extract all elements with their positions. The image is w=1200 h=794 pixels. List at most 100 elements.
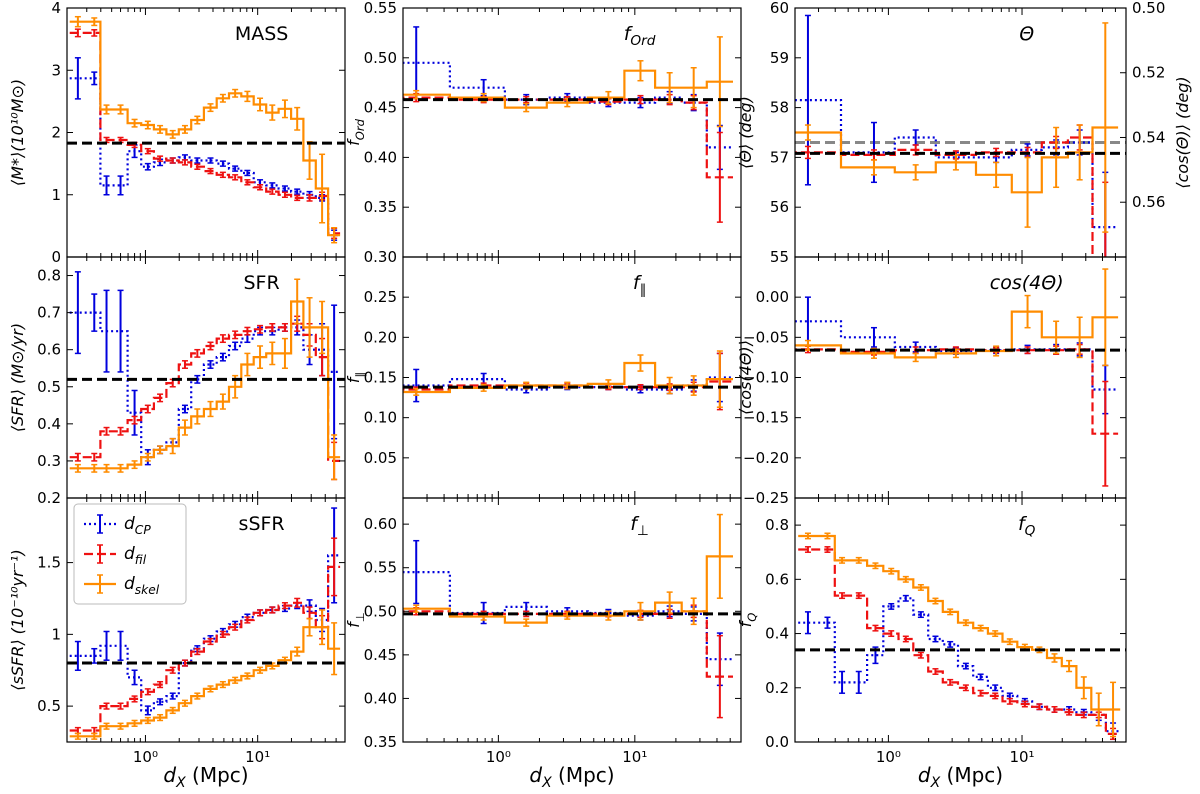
errorbar-skel <box>219 393 226 410</box>
errorbar-cp <box>839 670 846 694</box>
errorbar-cp <box>855 670 862 694</box>
errorbar-skel <box>244 90 251 103</box>
errorbar-skel <box>902 575 909 583</box>
y-axis-label: ⟨Θ⟩ (deg) <box>736 96 755 169</box>
panel-frame <box>402 497 742 743</box>
plot-area <box>795 268 1126 487</box>
errorbar-skel <box>331 434 338 481</box>
y-tick-label: −0.20 <box>743 449 789 467</box>
errorbar-cp <box>74 640 81 671</box>
errorbar-skel <box>207 685 214 693</box>
errorbar-skel <box>232 676 239 684</box>
y-axis-label: fOrd <box>344 118 367 145</box>
errorbar-cp <box>103 289 110 373</box>
errorbar-skel <box>716 350 723 408</box>
series-fil <box>795 136 1094 257</box>
panel-frame <box>66 497 346 743</box>
legend-item-cp: dCP <box>84 514 151 537</box>
errorbar-skel <box>194 115 201 125</box>
panel-title: cos(4Θ) <box>990 272 1064 294</box>
errorbar-fil <box>169 157 176 164</box>
y-tick-label: 0.35 <box>364 733 397 751</box>
panel-frame <box>794 7 1127 258</box>
y-tick-label: 56 <box>770 198 789 216</box>
legend-label: dskel <box>124 574 160 597</box>
errorbar-fil <box>244 179 251 186</box>
errorbar-cp <box>144 162 151 171</box>
errorbar-skel <box>855 556 862 564</box>
errorbar-skel <box>131 118 138 128</box>
errorbar-skel <box>194 408 201 425</box>
errorbar-skel <box>74 732 81 740</box>
errorbar-fil <box>181 159 188 166</box>
errorbar-skel <box>294 278 301 325</box>
errorbar-cp <box>169 692 176 700</box>
y-tick-label: 60 <box>770 0 789 17</box>
errorbar-cp <box>244 334 251 344</box>
errorbar-fil <box>1102 380 1109 487</box>
errorbar-cp <box>194 157 201 164</box>
errorbar-skel <box>194 692 201 700</box>
errorbar-skel <box>637 601 644 621</box>
errorbar-fil <box>824 546 831 553</box>
errorbar-fil <box>194 348 201 358</box>
x-axis-label: dX (Mpc) <box>163 763 248 791</box>
series-cp <box>798 597 1121 733</box>
panel-title: SFR <box>243 272 279 294</box>
plot-area <box>403 26 741 223</box>
errorbar-fil <box>103 702 110 710</box>
errorbar-fil <box>232 330 239 340</box>
y-tick-label: 0.2 <box>765 679 789 697</box>
errorbar-fil <box>117 426 124 436</box>
errorbar-skel <box>917 584 924 591</box>
panel-7: 0.35 0.40 0.45 0.50 0.55 0.60 10⁰ 10¹ f⊥ f⊥ dX (Mp… <box>344 497 742 791</box>
errorbar-fil <box>144 147 151 155</box>
errorbar-cp <box>103 630 110 661</box>
errorbar-skel <box>331 226 338 244</box>
series-skel <box>798 534 1121 711</box>
panel-frame <box>402 256 742 499</box>
errorbar-fil <box>269 322 276 332</box>
errorbar-skel <box>912 164 919 181</box>
errorbar-fil <box>219 171 226 179</box>
y-tick-right-label: 0.54 <box>1132 128 1165 146</box>
y-tick-label: 1.5 <box>37 554 61 572</box>
errorbar-fil <box>232 174 239 181</box>
errorbar-skel <box>1102 22 1109 233</box>
y-tick-label: 0.6 <box>765 570 789 588</box>
errorbar-fil <box>157 680 164 689</box>
x-axis-label: dX (Mpc) <box>529 763 614 791</box>
errorbar-cp <box>523 601 530 613</box>
series-skel <box>69 626 341 738</box>
x-tick-label: 10¹ <box>1009 748 1034 766</box>
y-axis-label: f⊥ <box>344 612 367 628</box>
y-axis-label: fQ <box>736 613 759 628</box>
errorbar-skel <box>1051 653 1058 663</box>
errorbar-skel <box>169 706 176 715</box>
errorbar-cp <box>194 374 201 384</box>
errorbar-skel <box>605 610 612 621</box>
errorbar-fil <box>74 452 81 462</box>
errorbar-skel <box>74 463 81 473</box>
errorbar-skel <box>294 106 301 131</box>
y-axis-label: f∥ <box>344 372 367 383</box>
y-tick-label: 0.20 <box>364 328 397 346</box>
y-tick-label: 59 <box>770 49 789 67</box>
errorbar-skel <box>117 463 124 473</box>
errorbar-cp <box>232 341 239 351</box>
plot-area <box>795 14 1126 257</box>
panel-6: 0.5 1 1.5 10⁰ 10¹ sSFR ⟨sSFR⟩ (10⁻¹⁰yr⁻¹) dX (M… <box>8 497 346 791</box>
errorbar-cp <box>932 635 939 643</box>
panel-5: −0.25 −0.20 −0.15 −0.10 −0.05 0.00 cos(4Θ) ⟨cos… <box>736 256 1127 507</box>
y-tick-label: 0.30 <box>364 248 397 266</box>
y-tick-label: 1 <box>51 186 61 204</box>
errorbar-skel <box>413 387 420 396</box>
errorbar-cp <box>413 368 420 403</box>
errorbar-skel <box>281 337 288 369</box>
panel-2: 55 56 57 58 59 60 0.50 0.52 0.54 0.56 Θ ⟨Θ⟩ (deg) ⟨c… <box>736 0 1192 266</box>
errorbar-fil <box>131 695 138 703</box>
plot-area <box>67 15 345 244</box>
errorbar-skel <box>716 36 723 128</box>
errorbar-fil <box>257 324 264 334</box>
